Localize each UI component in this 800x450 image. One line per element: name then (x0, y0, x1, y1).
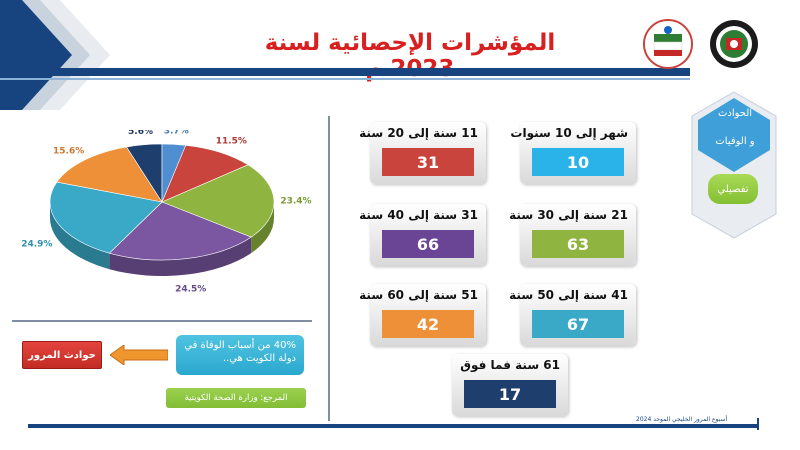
pie-value-label: 11.5% (216, 136, 247, 146)
decorative-chevrons (0, 0, 110, 110)
stat-card-value: 66 (382, 230, 474, 258)
org-logo-left (643, 19, 693, 69)
stat-card-age-1-10: شهر إلى 10 سنوات 10 (510, 122, 636, 184)
pie-value-label: 3.7% (164, 130, 189, 136)
details-button[interactable]: تفصيلي (708, 174, 758, 204)
stat-card-label: 41 سنة إلى 50 سنة (509, 288, 628, 302)
pie-slice (108, 201, 252, 261)
stat-card-age-11-20: 11 سنة إلى 20 سنة 31 (359, 122, 486, 184)
stat-card-age-51-60: 51 سنة إلى 60 سنة 42 (359, 284, 486, 346)
pie-value-label: 5.6% (128, 130, 153, 137)
stat-card-label: 31 سنة إلى 40 سنة (359, 208, 478, 222)
reference-badge: المرجع: وزارة الصحة الكويتية (166, 388, 306, 408)
hexagon-title-line2: و الوفيات (715, 136, 755, 147)
stat-card-age-61-plus: 61 سنة فما فوق 17 (452, 354, 568, 416)
org-logo-right (710, 20, 758, 68)
pie-slice-side (50, 202, 110, 270)
stat-card-age-41-50: 41 سنة إلى 50 سنة 67 (509, 284, 636, 346)
pie-slice (161, 164, 275, 238)
pie-value-label: 24.9% (21, 240, 52, 250)
stat-card-label: شهر إلى 10 سنوات (510, 126, 628, 140)
stat-card-age-31-40: 31 سنة إلى 40 سنة 66 (359, 204, 486, 266)
footer-caption: أسبوع المرور الخليجي الموحد 2024 (636, 416, 728, 423)
stat-card-value: 42 (382, 310, 474, 338)
footer-accent (757, 418, 759, 430)
pie-chart: 11.5% 23.4% 24.5% 24.9% 15.6% 5.6% 3.7% (12, 126, 312, 300)
header-bar-accent (0, 78, 690, 80)
pie-slice (161, 144, 249, 203)
stat-card-label: 11 سنة إلى 20 سنة (359, 126, 478, 140)
stat-card-label: 51 سنة إلى 60 سنة (359, 288, 478, 302)
stat-card-label: 21 سنة إلى 30 سنة (509, 208, 628, 222)
pie-slice (49, 181, 163, 254)
header-bar (0, 68, 690, 76)
pie-value-label: 24.5% (175, 284, 206, 294)
stat-card-label: 61 سنة فما فوق (460, 358, 560, 372)
arrow-left-icon (110, 345, 168, 365)
stat-card-value: 63 (532, 230, 624, 258)
pie-slice (56, 146, 163, 203)
footer-bar (28, 424, 758, 428)
death-cause-callout: 40% من أسباب الوفاة في دولة الكويت هي.. (176, 335, 304, 375)
callout-divider (12, 320, 312, 322)
traffic-accidents-button[interactable]: حوادث المرور (22, 341, 102, 369)
pie-value-label: 23.4% (280, 196, 311, 206)
stat-card-value: 17 (464, 380, 556, 408)
hexagon-title-line1: الحوادث (717, 108, 753, 119)
stat-card-value: 67 (532, 310, 624, 338)
pie-slice-side (109, 237, 252, 276)
section-divider (328, 116, 330, 421)
pie-value-label: 15.6% (53, 146, 84, 156)
stat-card-value: 10 (532, 148, 624, 176)
stat-card-age-21-30: 21 سنة إلى 30 سنة 63 (509, 204, 636, 266)
pie-slice (161, 143, 187, 203)
stat-card-value: 31 (382, 148, 474, 176)
